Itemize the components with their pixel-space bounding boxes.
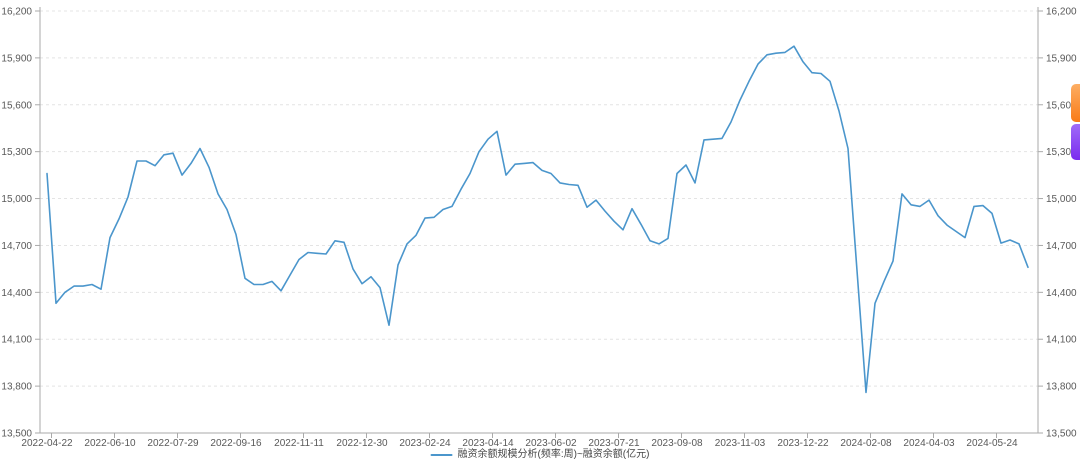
y-axis-label-left: 16,200 [1, 7, 32, 18]
y-axis-label-right: 14,100 [1046, 335, 1077, 346]
y-axis-label-right: 15,600 [1046, 100, 1077, 111]
x-axis-label: 2022-09-16 [210, 438, 262, 449]
x-axis-label: 2023-02-24 [399, 438, 451, 449]
x-axis-label: 2024-05-24 [966, 438, 1018, 449]
y-axis-label-right: 15,900 [1046, 53, 1077, 64]
y-axis-label-left: 15,900 [1, 53, 32, 64]
y-axis-label-right: 14,400 [1046, 288, 1077, 299]
y-axis-label-right: 15,000 [1046, 194, 1077, 205]
x-axis-label: 2023-04-14 [462, 438, 514, 449]
x-axis-label: 2024-02-08 [840, 438, 892, 449]
x-axis-label: 2022-04-22 [21, 438, 73, 449]
y-axis-label-left: 15,300 [1, 147, 32, 158]
y-axis-label-right: 14,700 [1046, 241, 1077, 252]
orange-toolbar-button[interactable] [1071, 84, 1080, 122]
x-axis-label: 2022-07-29 [147, 438, 199, 449]
y-axis-label-left: 15,600 [1, 100, 32, 111]
x-axis-label: 2023-06-02 [525, 438, 577, 449]
legend[interactable]: 融资余额规模分析(频率:周)~融资余额(亿元) [430, 449, 650, 461]
y-axis-label-right: 13,800 [1046, 382, 1077, 393]
x-axis-label: 2023-11-03 [715, 438, 766, 449]
series-line[interactable] [46, 45, 1029, 394]
y-axis-label-left: 14,400 [1, 288, 32, 299]
legend-label: 融资余额规模分析(频率:周)~融资余额(亿元) [457, 449, 650, 460]
y-axis-label-left: 13,800 [1, 382, 32, 393]
y-axis-label-left: 13,500 [1, 429, 32, 440]
legend-line-icon [430, 454, 453, 456]
x-axis-label: 2023-07-21 [588, 438, 640, 449]
x-axis-label: 2022-12-30 [336, 438, 388, 449]
y-axis-label-right: 15,300 [1046, 147, 1077, 158]
y-axis-label-left: 14,100 [1, 335, 32, 346]
y-axis-label-right: 13,500 [1046, 429, 1077, 440]
x-axis-label: 2022-11-11 [274, 438, 324, 449]
x-axis-label: 2023-09-08 [651, 438, 703, 449]
x-axis-label: 2024-04-03 [903, 438, 955, 449]
y-axis-label-left: 15,000 [1, 194, 32, 205]
y-axis-label-left: 14,700 [1, 241, 32, 252]
purple-toolbar-button[interactable] [1071, 124, 1080, 160]
x-axis-label: 2022-06-10 [84, 438, 136, 449]
x-axis-label: 2023-12-22 [777, 438, 829, 449]
y-axis-label-right: 16,200 [1046, 7, 1077, 18]
